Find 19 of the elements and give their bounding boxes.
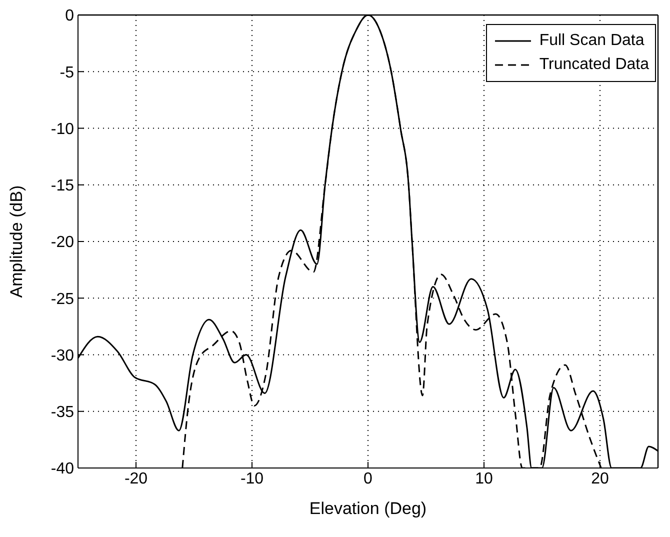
- x-axis-title: Elevation (Deg): [309, 499, 427, 518]
- legend-label: Truncated Data: [539, 55, 649, 75]
- y-tick-label: -20: [50, 234, 74, 252]
- y-tick-label: -15: [50, 178, 74, 195]
- x-tick-label: -10: [240, 470, 264, 488]
- y-tick-label: -40: [50, 460, 74, 478]
- line-series: [78, 15, 658, 468]
- y-tick-label: -25: [50, 290, 74, 308]
- x-tick-label: 0: [364, 470, 373, 488]
- x-tick-label: 10: [475, 470, 493, 488]
- y-tick-label: -5: [60, 64, 74, 82]
- y-tick-label: 0: [65, 8, 74, 25]
- y-axis-title: Amplitude (dB): [7, 185, 26, 298]
- legend-label: Full Scan Data: [539, 31, 644, 51]
- x-tick-label: 20: [591, 470, 609, 488]
- x-tick-label: -20: [124, 470, 148, 488]
- y-tick-label: -10: [50, 120, 74, 138]
- y-tick-label: -35: [50, 404, 74, 422]
- y-tick-label: -30: [50, 347, 74, 364]
